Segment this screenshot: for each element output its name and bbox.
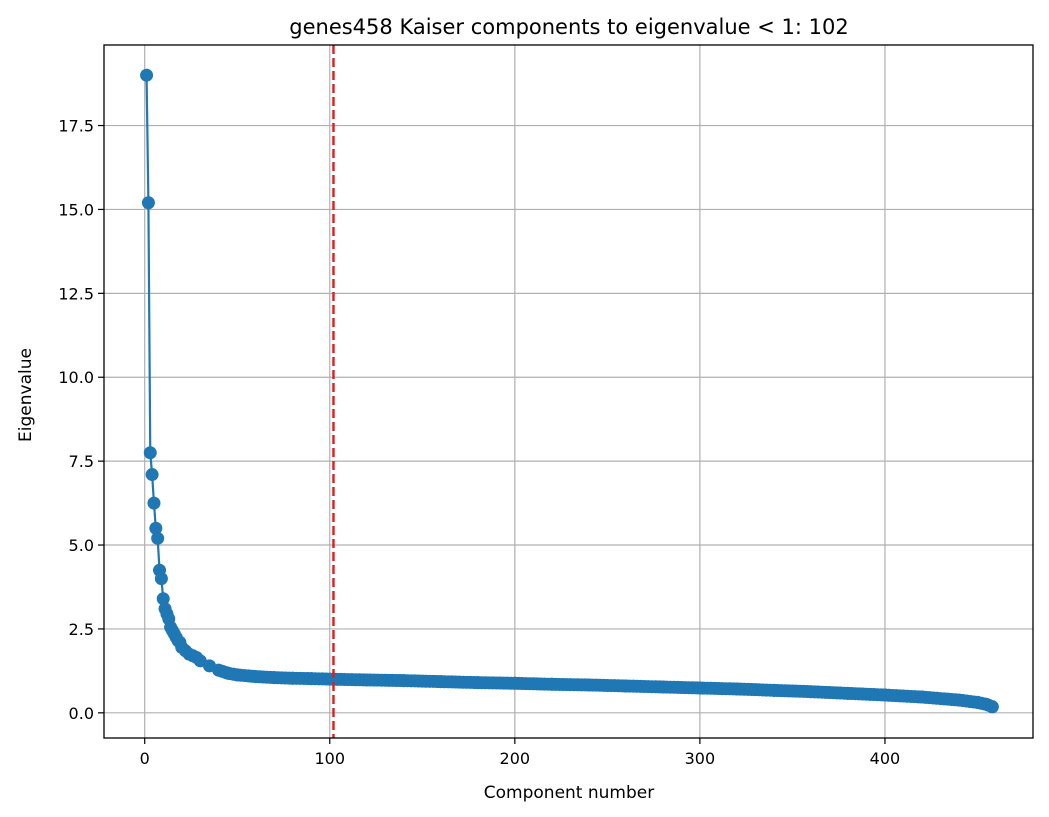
x-axis-label: Component number xyxy=(484,783,654,803)
y-tick-label: 10.0 xyxy=(58,368,94,387)
data-point xyxy=(143,446,157,460)
y-tick-label: 7.5 xyxy=(69,452,94,471)
series-line xyxy=(145,75,993,708)
y-tick-label: 17.5 xyxy=(58,117,94,136)
y-axis-label: Eigenvalue xyxy=(16,348,36,442)
chart-title: genes458 Kaiser components to eigenvalue… xyxy=(289,15,848,39)
y-tick-label: 0.0 xyxy=(69,704,94,723)
x-tick-label: 0 xyxy=(140,749,150,768)
x-tick-label: 100 xyxy=(314,749,345,768)
y-tick-label: 12.5 xyxy=(58,284,94,303)
data-point xyxy=(140,68,154,82)
x-tick-label: 200 xyxy=(500,749,531,768)
y-tick-label: 15.0 xyxy=(58,200,94,219)
y-tick-label: 5.0 xyxy=(69,536,94,555)
data-point xyxy=(151,531,165,545)
data-point xyxy=(141,196,155,210)
data-point xyxy=(147,496,161,510)
data-point xyxy=(149,521,163,535)
plot-frame xyxy=(103,44,1034,739)
plot-area: 0 100 200 300 400 0.0 2.5 5.0 7.5 10.0 12.5 15.0 17.… xyxy=(58,44,1034,768)
data-point xyxy=(156,592,170,606)
data-point xyxy=(145,468,159,482)
x-tick-label: 400 xyxy=(870,749,901,768)
data-point xyxy=(154,572,168,586)
data-point xyxy=(985,700,999,714)
y-tick-label: 2.5 xyxy=(69,620,94,639)
x-tick-label: 300 xyxy=(685,749,716,768)
